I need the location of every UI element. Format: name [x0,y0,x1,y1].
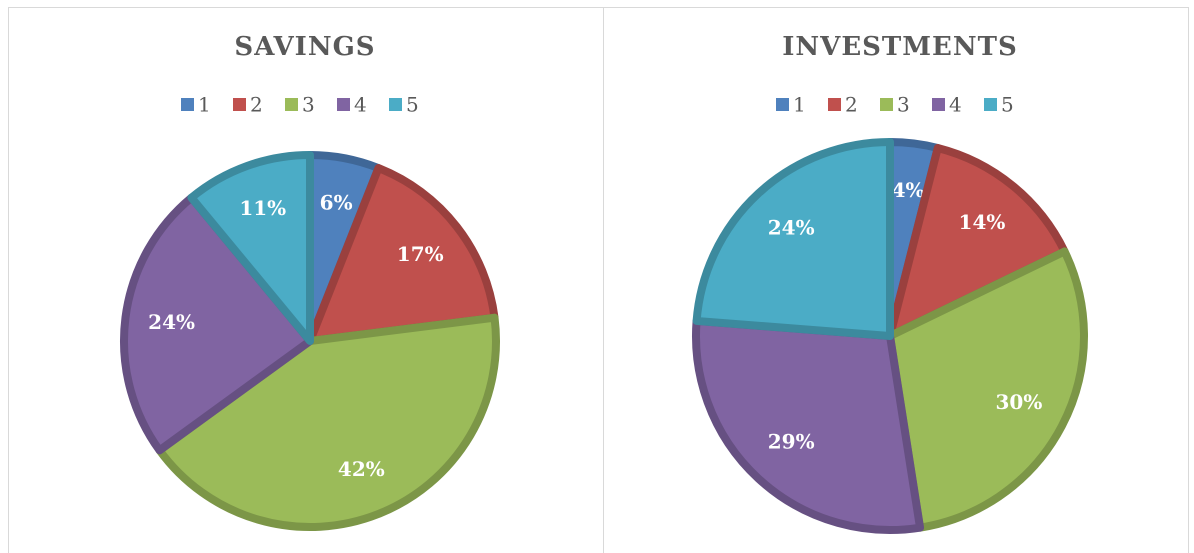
data-label: 4% [892,178,925,202]
legend-swatch [337,98,350,111]
legend-label: 4 [354,93,367,117]
legend-swatch [776,98,789,111]
pie-slice [187,151,314,345]
data-label: 11% [239,196,286,220]
data-label: 14% [959,210,1006,234]
legend-swatch [932,98,945,111]
legend-label: 5 [1001,93,1014,117]
legend-label: 2 [845,93,858,117]
chart-title: SAVINGS [234,32,375,62]
pie-slice [155,313,500,531]
legend-swatch [285,98,298,111]
data-label: 24% [148,310,195,334]
legend-swatch [984,98,997,111]
pie-slice [886,143,1069,340]
legend-label: 1 [198,93,211,117]
legend-label: 3 [897,93,910,117]
data-label: 29% [768,429,815,453]
pie-slice [692,316,925,534]
data-label: 24% [768,216,815,240]
data-label: 42% [338,457,385,481]
pie-slice [120,193,314,455]
data-label: 30% [995,390,1042,414]
legend-swatch [880,98,893,111]
pie-slice [692,138,894,340]
legend-label: 5 [406,93,419,117]
data-label: 6% [320,190,353,214]
legend-swatch [233,98,246,111]
pie-slice [306,164,499,345]
legend-label: 2 [250,93,263,117]
pie-slice [886,247,1088,532]
legend-swatch [181,98,194,111]
legend-swatch [828,98,841,111]
chart-title: INVESTMENTS [782,32,1018,62]
legend-swatch [389,98,402,111]
legend-label: 3 [302,93,315,117]
legend-label: 1 [793,93,806,117]
legend-label: 4 [949,93,962,117]
data-label: 17% [397,242,444,266]
